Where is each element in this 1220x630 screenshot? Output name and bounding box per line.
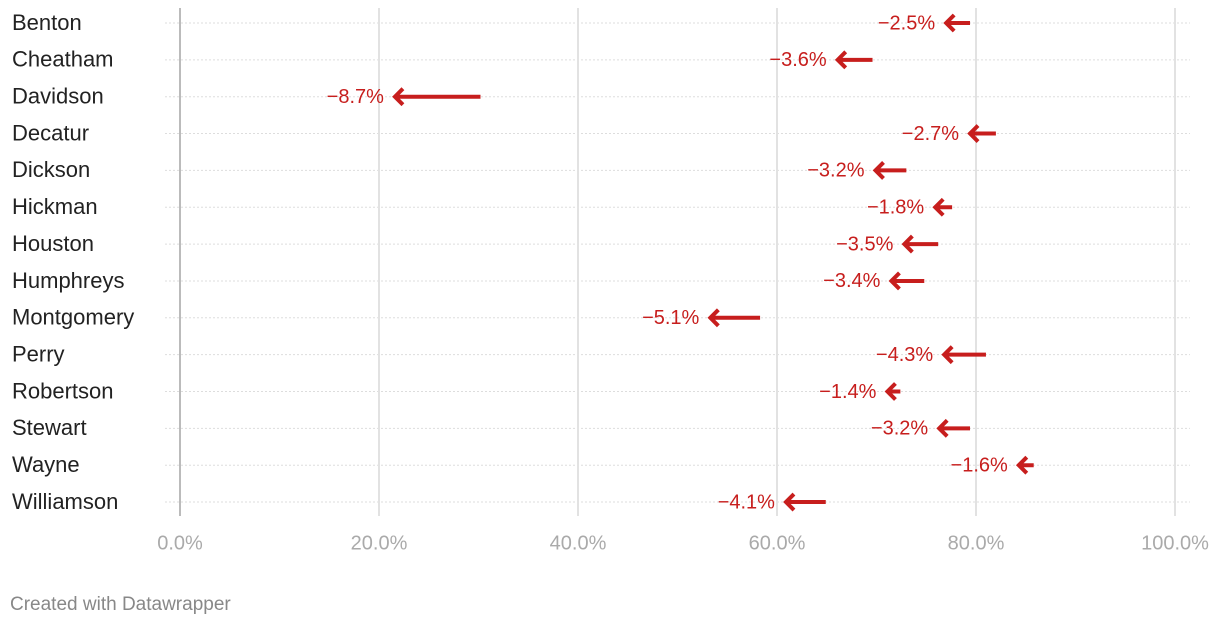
value-label: −4.3% <box>876 344 933 366</box>
x-tick-label: 0.0% <box>157 532 203 554</box>
arrow <box>888 271 925 291</box>
arrow <box>783 492 826 512</box>
x-tick-label: 100.0% <box>1141 532 1209 554</box>
y-tick-label: Montgomery <box>12 305 134 330</box>
arrow <box>834 50 873 70</box>
footer: Created with Datawrapper <box>10 594 231 615</box>
value-label: −1.4% <box>819 381 876 403</box>
arrow <box>392 87 481 107</box>
arrow <box>872 160 907 180</box>
arrow <box>932 197 953 217</box>
y-tick-label: Benton <box>12 10 82 35</box>
x-tick-label: 40.0% <box>550 532 607 554</box>
arrow <box>1015 455 1034 475</box>
arrow <box>941 345 986 365</box>
arrow <box>707 308 761 328</box>
arrow <box>936 418 971 438</box>
value-label: −8.7% <box>327 86 384 108</box>
value-label: −3.6% <box>769 49 826 71</box>
y-tick-label: Decatur <box>12 120 89 145</box>
value-label: −3.2% <box>807 160 864 182</box>
arrow <box>884 382 901 401</box>
y-tick-label: Robertson <box>12 378 114 403</box>
y-tick-label: Dickson <box>12 157 90 182</box>
y-tick-label: Davidson <box>12 84 104 109</box>
value-label: −3.4% <box>823 270 880 292</box>
arrow <box>943 13 971 33</box>
value-label: −5.1% <box>642 307 699 329</box>
value-label: −1.6% <box>951 454 1008 476</box>
y-tick-label: Williamson <box>12 489 118 514</box>
y-tick-label: Houston <box>12 231 94 256</box>
arrow <box>967 124 996 143</box>
y-tick-label: Perry <box>12 341 65 366</box>
value-label: −2.5% <box>878 12 935 34</box>
arrow <box>901 234 939 254</box>
y-tick-label: Wayne <box>12 452 80 477</box>
value-label: −3.5% <box>836 233 893 255</box>
value-label: −2.7% <box>902 123 959 145</box>
x-tick-label: 20.0% <box>351 532 408 554</box>
value-label: −3.2% <box>871 418 928 440</box>
x-tick-label: 80.0% <box>948 532 1005 554</box>
y-tick-label: Stewart <box>12 415 87 440</box>
y-tick-label: Hickman <box>12 194 98 219</box>
value-label: −1.8% <box>867 197 924 219</box>
x-tick-label: 60.0% <box>749 532 806 554</box>
value-label: −4.1% <box>718 491 775 513</box>
y-tick-label: Cheatham <box>12 47 114 72</box>
y-tick-label: Humphreys <box>12 268 124 293</box>
